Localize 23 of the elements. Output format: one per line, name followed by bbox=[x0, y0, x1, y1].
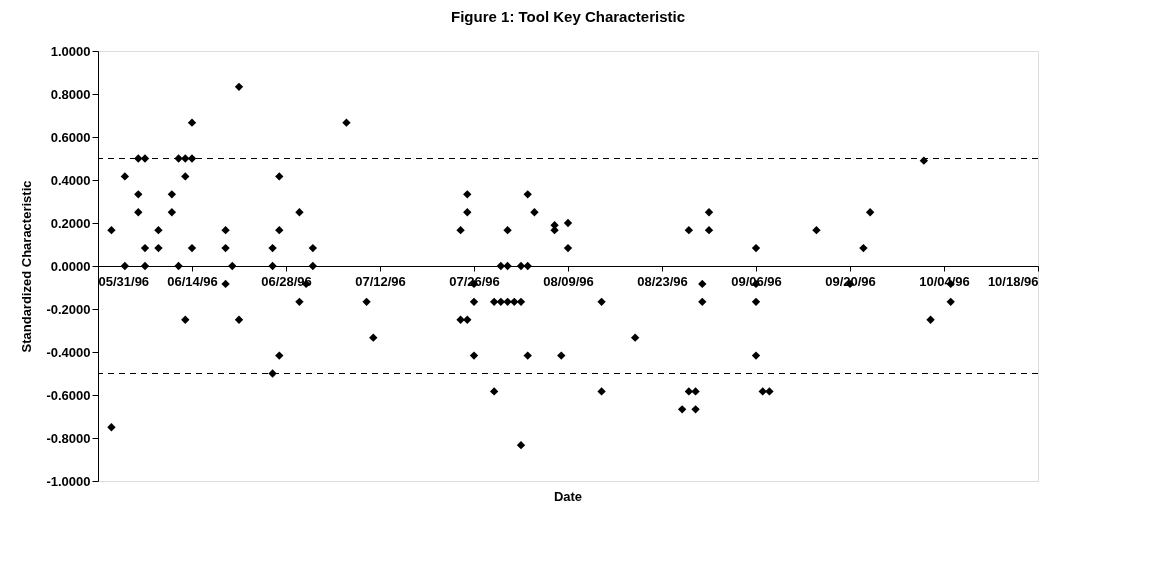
x-tick-label: 05/31/96 bbox=[98, 273, 150, 289]
x-tick-label: 08/09/96 bbox=[543, 273, 594, 289]
y-tick-label: -0.4000 bbox=[46, 344, 91, 360]
y-tick-label: -0.6000 bbox=[46, 387, 91, 403]
y-tick-label: -1.0000 bbox=[46, 473, 91, 489]
y-tick-label: 0.8000 bbox=[50, 86, 91, 102]
y-tick-label: 0.6000 bbox=[50, 129, 91, 145]
x-tick-label: 08/23/96 bbox=[637, 273, 688, 289]
y-tick-label: 0.2000 bbox=[50, 215, 91, 231]
y-tick-label: -0.8000 bbox=[46, 430, 91, 446]
y-tick-label: 1.0000 bbox=[50, 43, 91, 59]
chart-title: Figure 1: Tool Key Characteristic bbox=[451, 8, 685, 25]
x-tick-label: 10/18/96 bbox=[987, 273, 1039, 289]
y-tick-label: 0.4000 bbox=[50, 172, 91, 188]
x-tick-label: 06/14/96 bbox=[167, 273, 218, 289]
x-tick-label: 07/26/96 bbox=[449, 273, 500, 289]
y-tick-label: 0.0000 bbox=[50, 258, 91, 274]
x-tick-label: 09/06/96 bbox=[731, 273, 782, 289]
y-axis-title: Standardized Characteristic bbox=[19, 180, 35, 353]
y-tick-label: -0.2000 bbox=[46, 301, 91, 317]
x-tick-label: 09/20/96 bbox=[825, 273, 876, 289]
x-tick-label: 07/12/96 bbox=[355, 273, 406, 289]
x-axis-title: Date bbox=[553, 489, 583, 504]
